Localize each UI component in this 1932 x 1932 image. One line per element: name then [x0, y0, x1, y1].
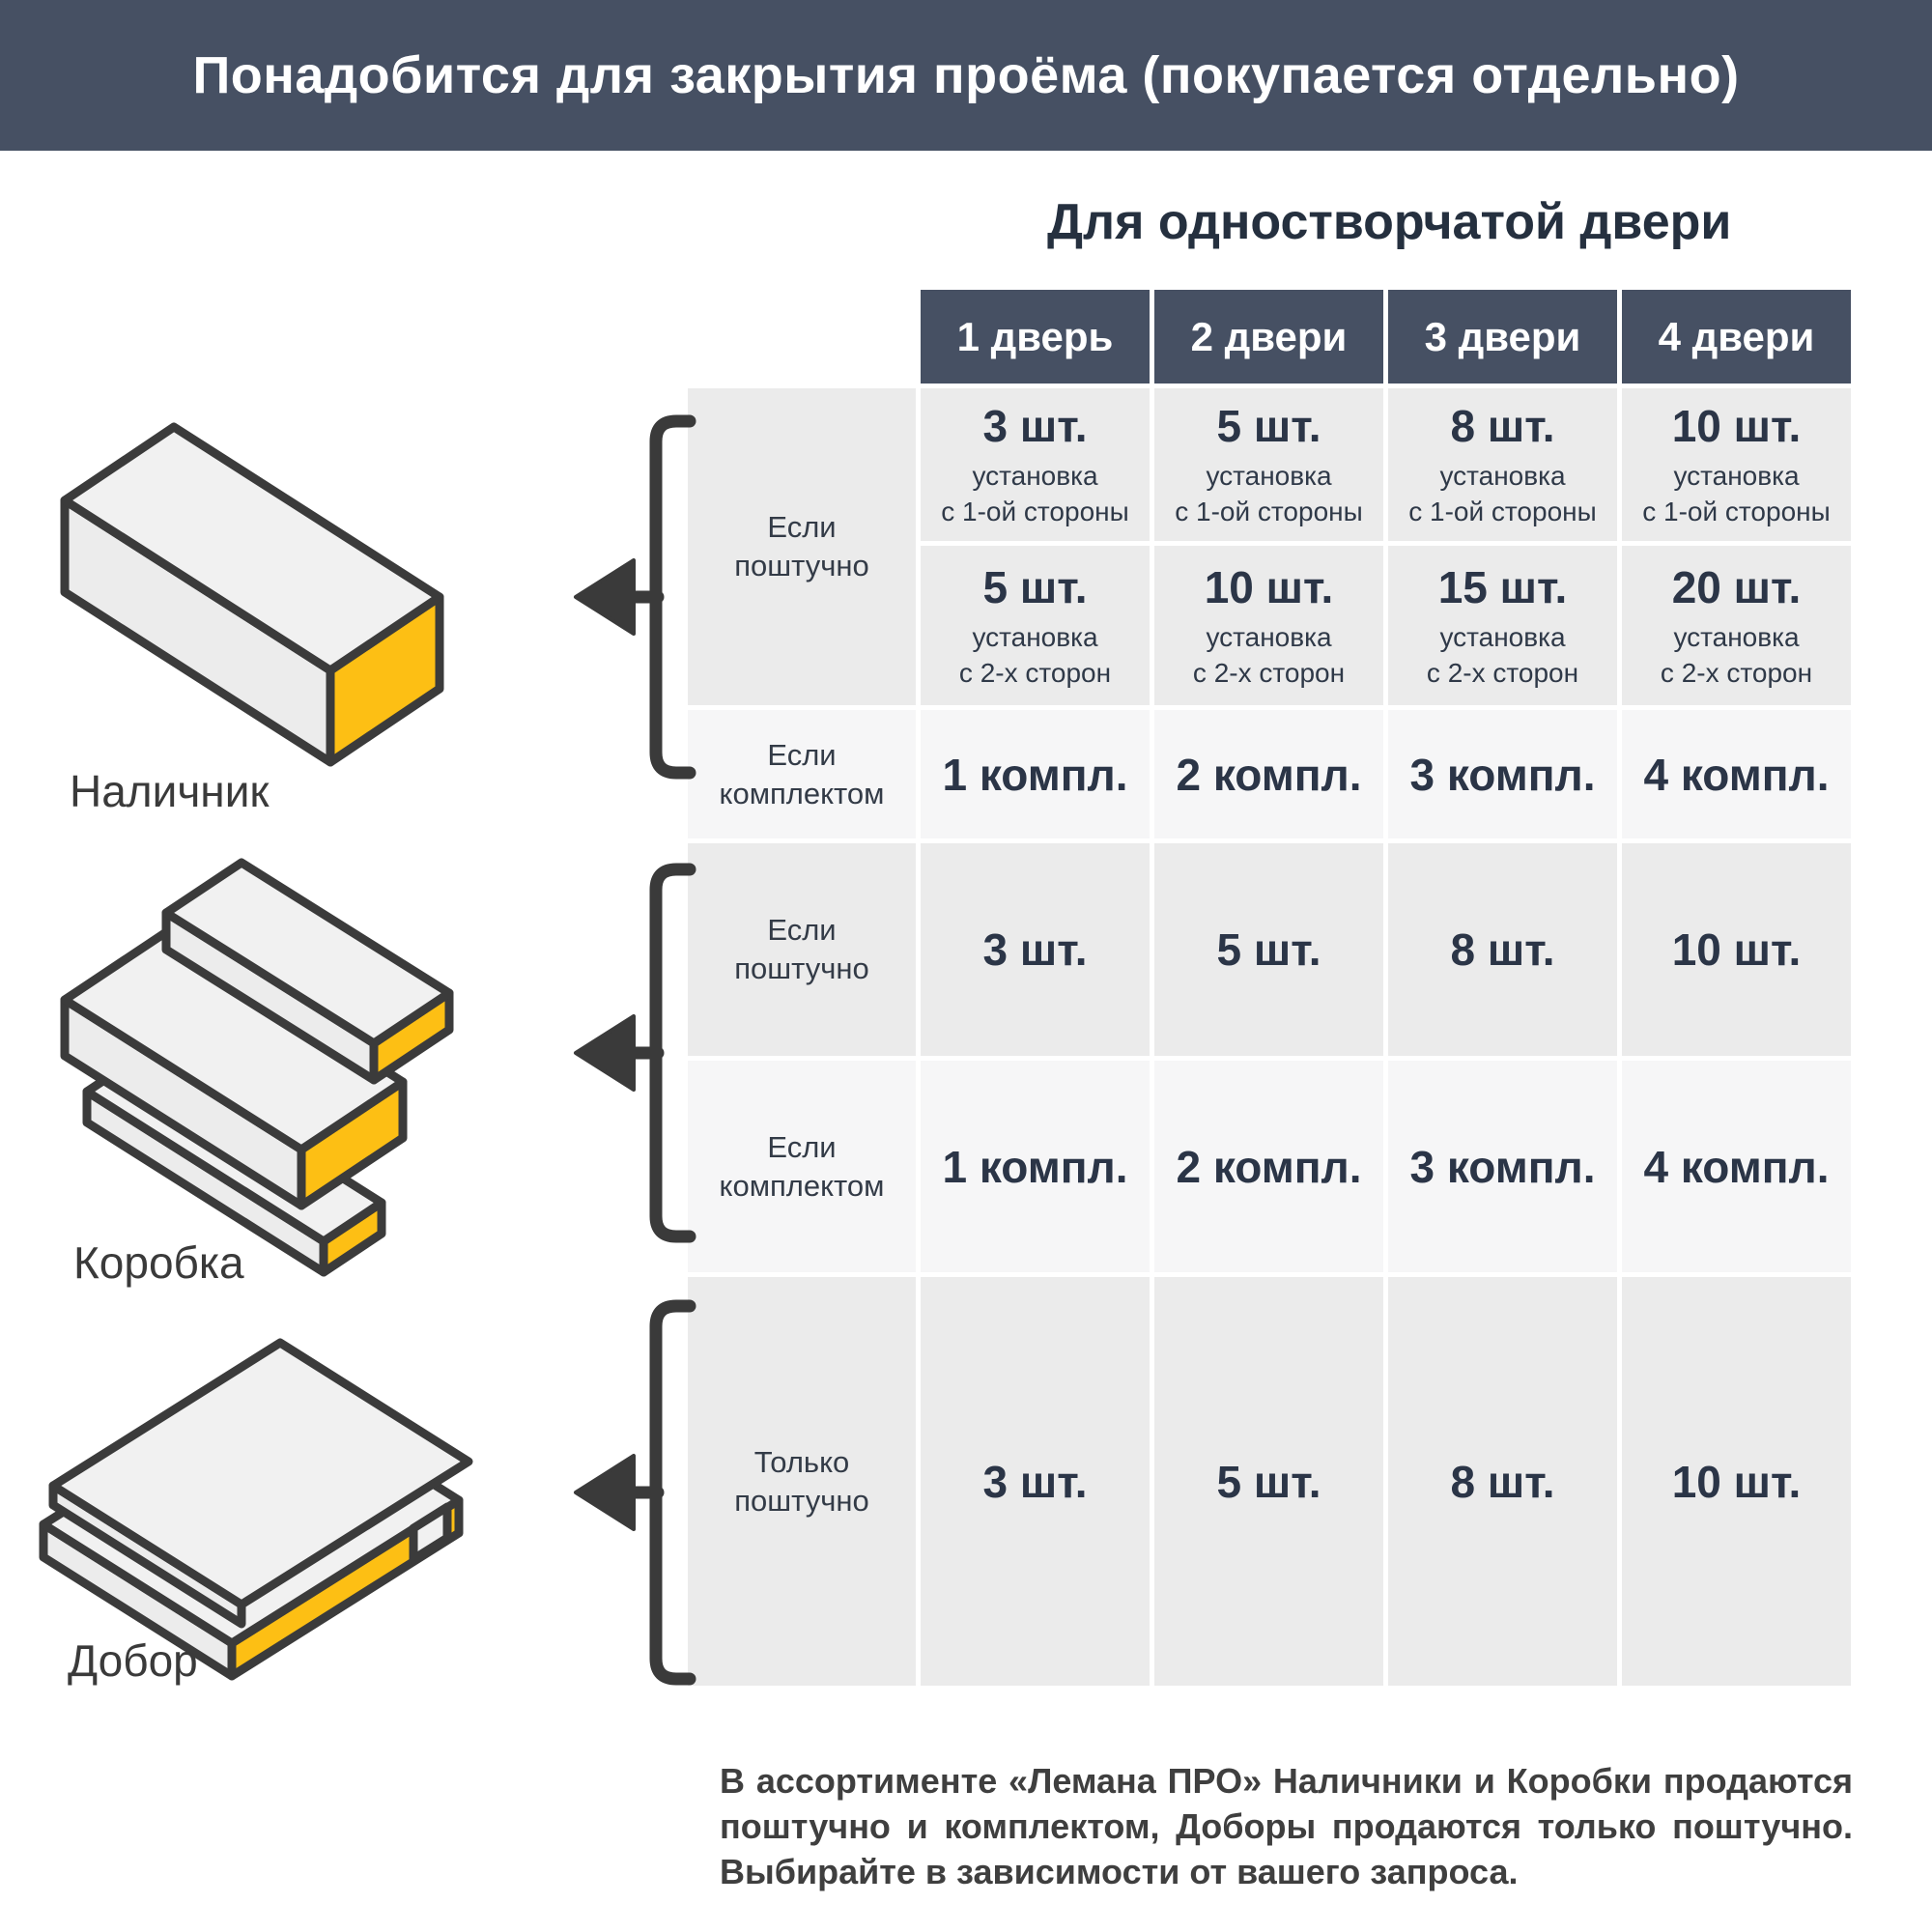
- cell-nalichnik-2side-1door: 5 шт. установка с 2-х сторон: [921, 546, 1150, 705]
- cell-nalichnik-set-3doors: 3 компл.: [1388, 710, 1617, 838]
- korobka-illustration: [60, 858, 454, 1277]
- cell-nalichnik-1side-3doors: 8 шт. установка с 1-ой стороны: [1388, 388, 1617, 541]
- cell-korobka-pcs-3doors: 8 шт.: [1388, 843, 1617, 1056]
- cell-dobor-pcs-1door: 3 шт.: [921, 1277, 1150, 1686]
- product-label-nalichnik: Наличник: [70, 766, 270, 816]
- cell-korobka-pcs-2doors: 5 шт.: [1154, 843, 1383, 1056]
- dobor-bracket: [574, 1299, 696, 1686]
- nalichnik-bracket: [574, 414, 696, 780]
- nalichnik-illustration: [60, 422, 444, 767]
- arrow-left-icon: [574, 558, 636, 636]
- cell-nalichnik-set-4doors: 4 компл.: [1622, 710, 1851, 838]
- cell-nalichnik-2side-2doors: 10 шт. установка с 2-х сторон: [1154, 546, 1383, 705]
- korobka-bracket: [574, 863, 696, 1243]
- dobor-illustration: [39, 1338, 473, 1681]
- cell-korobka-set-2doors: 2 компл.: [1154, 1061, 1383, 1272]
- cell-nalichnik-1side-2doors: 5 шт. установка с 1-ой стороны: [1154, 388, 1383, 541]
- row-label-nalichnik-pcs: Если поштучно: [688, 388, 916, 705]
- column-header-3-doors: 3 двери: [1388, 290, 1617, 384]
- cell-nalichnik-2side-3doors: 15 шт. установка с 2-х сторон: [1388, 546, 1617, 705]
- cell-nalichnik-1side-4doors: 10 шт. установка с 1-ой стороны: [1622, 388, 1851, 541]
- banner-title: Понадобится для закрытия проёма (покупае…: [192, 46, 1740, 104]
- row-label-nalichnik-set: Если комплектом: [688, 710, 916, 838]
- row-label-korobka-set: Если комплектом: [688, 1061, 916, 1272]
- cell-nalichnik-set-1door: 1 компл.: [921, 710, 1150, 838]
- table-title: Для одностворчатой двери: [1047, 194, 1732, 250]
- banner-bar: Понадобится для закрытия проёма (покупае…: [0, 0, 1932, 151]
- column-header-2-doors: 2 двери: [1154, 290, 1383, 384]
- arrow-left-icon: [574, 1014, 636, 1092]
- column-header-1-door: 1 дверь: [921, 290, 1150, 384]
- row-label-korobka-pcs: Если поштучно: [688, 843, 916, 1056]
- cell-nalichnik-1side-1door: 3 шт. установка с 1-ой стороны: [921, 388, 1150, 541]
- arrow-left-icon: [574, 1454, 636, 1531]
- footer-note: В ассортименте «Лемана ПРО» Наличники и …: [720, 1761, 1853, 1891]
- cell-korobka-set-3doors: 3 компл.: [1388, 1061, 1617, 1272]
- column-header-4-doors: 4 двери: [1622, 290, 1851, 384]
- row-label-dobor-pcs: Только поштучно: [688, 1277, 916, 1686]
- cell-korobka-pcs-1door: 3 шт.: [921, 843, 1150, 1056]
- product-label-korobka: Коробка: [73, 1237, 244, 1288]
- cell-korobka-set-4doors: 4 компл.: [1622, 1061, 1851, 1272]
- cell-dobor-pcs-3doors: 8 шт.: [1388, 1277, 1617, 1686]
- cell-nalichnik-2side-4doors: 20 шт. установка с 2-х сторон: [1622, 546, 1851, 705]
- cell-dobor-pcs-2doors: 5 шт.: [1154, 1277, 1383, 1686]
- product-label-dobor: Добор: [68, 1635, 198, 1686]
- cell-korobka-pcs-4doors: 10 шт.: [1622, 843, 1851, 1056]
- cell-nalichnik-set-2doors: 2 компл.: [1154, 710, 1383, 838]
- cell-korobka-set-1door: 1 компл.: [921, 1061, 1150, 1272]
- quantity-table: 1 дверь 2 двери 3 двери 4 двери Если пош…: [688, 290, 1851, 1686]
- cell-dobor-pcs-4doors: 10 шт.: [1622, 1277, 1851, 1686]
